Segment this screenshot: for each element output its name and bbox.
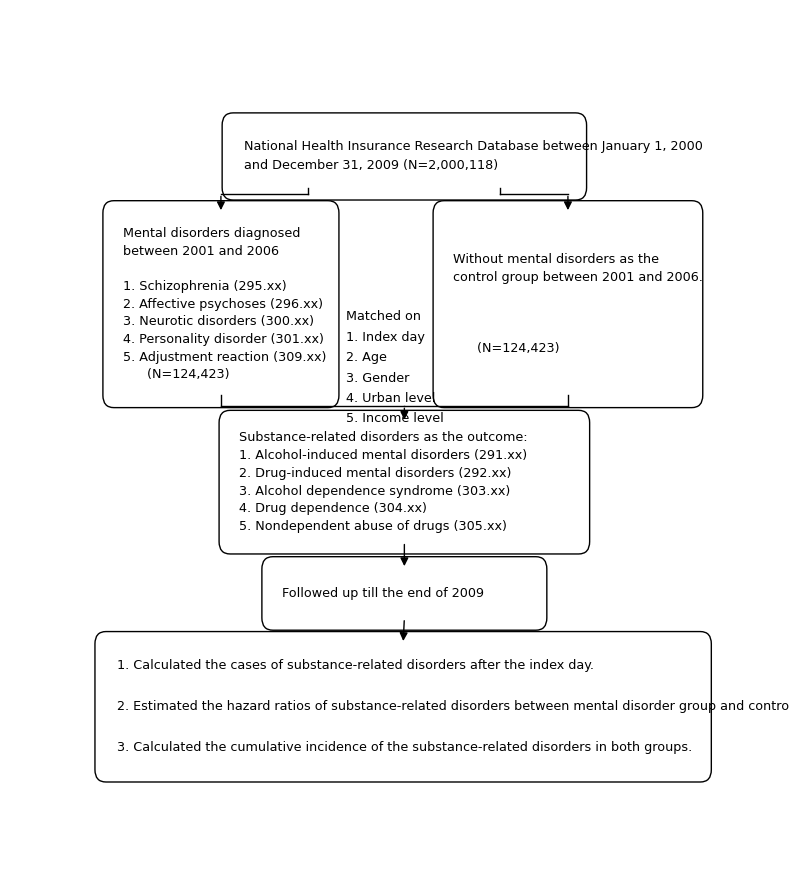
Text: Mental disorders diagnosed: Mental disorders diagnosed [123, 227, 301, 240]
FancyBboxPatch shape [103, 201, 339, 408]
Text: National Health Insurance Research Database between January 1, 2000: National Health Insurance Research Datab… [244, 141, 703, 154]
Text: 2. Drug-induced mental disorders (292.xx): 2. Drug-induced mental disorders (292.xx… [239, 467, 511, 480]
Text: between 2001 and 2006: between 2001 and 2006 [123, 245, 279, 257]
Text: 5. Income level: 5. Income level [346, 412, 444, 425]
FancyBboxPatch shape [219, 410, 589, 554]
Text: 2. Affective psychoses (296.xx): 2. Affective psychoses (296.xx) [123, 298, 323, 310]
Text: 3. Calculated the cumulative incidence of the substance-related disorders in bot: 3. Calculated the cumulative incidence o… [117, 741, 692, 754]
FancyBboxPatch shape [433, 201, 703, 408]
Text: 2. Age: 2. Age [346, 351, 387, 364]
Text: Without mental disorders as the: Without mental disorders as the [453, 254, 660, 266]
Text: control group between 2001 and 2006.: control group between 2001 and 2006. [453, 271, 703, 284]
Text: 1. Index day: 1. Index day [346, 331, 425, 344]
Text: 4. Drug dependence (304.xx): 4. Drug dependence (304.xx) [239, 502, 427, 515]
Text: (N=124,423): (N=124,423) [453, 342, 559, 354]
Text: 4. Personality disorder (301.xx): 4. Personality disorder (301.xx) [123, 333, 324, 346]
FancyBboxPatch shape [222, 113, 586, 200]
Text: 4. Urban level: 4. Urban level [346, 392, 436, 405]
Text: 3. Alcohol dependence syndrome (303.xx): 3. Alcohol dependence syndrome (303.xx) [239, 484, 510, 498]
Text: Matched on: Matched on [346, 310, 421, 324]
Text: 1. Alcohol-induced mental disorders (291.xx): 1. Alcohol-induced mental disorders (291… [239, 449, 527, 462]
Text: (N=124,423): (N=124,423) [123, 369, 230, 382]
Text: Substance-related disorders as the outcome:: Substance-related disorders as the outco… [239, 431, 528, 445]
FancyBboxPatch shape [262, 557, 547, 630]
Text: 1. Schizophrenia (295.xx): 1. Schizophrenia (295.xx) [123, 280, 286, 293]
Text: 5. Adjustment reaction (309.xx): 5. Adjustment reaction (309.xx) [123, 351, 327, 363]
Text: 2. Estimated the hazard ratios of substance-related disorders between mental dis: 2. Estimated the hazard ratios of substa… [117, 700, 789, 713]
Text: 1. Calculated the cases of substance-related disorders after the index day.: 1. Calculated the cases of substance-rel… [117, 659, 594, 673]
Text: 3. Neurotic disorders (300.xx): 3. Neurotic disorders (300.xx) [123, 316, 314, 328]
Text: 3. Gender: 3. Gender [346, 371, 409, 385]
FancyBboxPatch shape [95, 631, 712, 782]
Text: Followed up till the end of 2009: Followed up till the end of 2009 [282, 587, 484, 600]
Text: and December 31, 2009 (N=2,000,118): and December 31, 2009 (N=2,000,118) [244, 159, 499, 172]
Text: 5. Nondependent abuse of drugs (305.xx): 5. Nondependent abuse of drugs (305.xx) [239, 520, 507, 533]
